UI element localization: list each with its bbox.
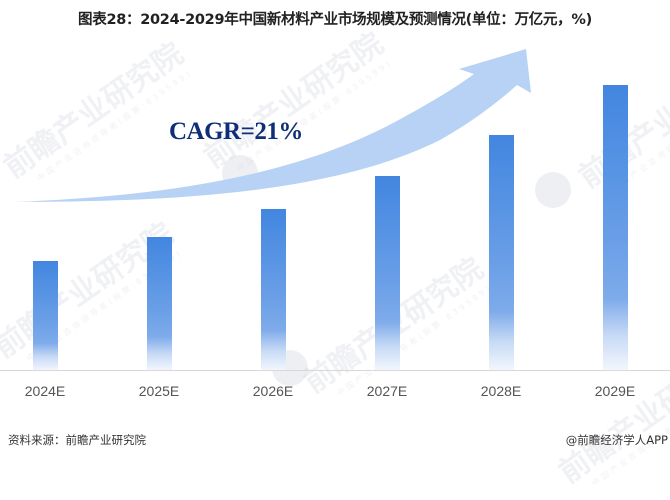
credit-note: @前瞻经济学人APP (565, 433, 668, 447)
cagr-annotation: CAGR=21% (169, 118, 303, 145)
x-tick-label: 2024E (24, 383, 66, 399)
x-tick-label: 2027E (366, 383, 408, 399)
bar-2024e (33, 261, 58, 370)
chart-title: 图表28：2024-2029年中国新材料产业市场规模及预测情况(单位：万亿元，%… (78, 12, 592, 28)
bar-2025e (147, 237, 172, 370)
bar-2026e (261, 209, 286, 370)
x-tick-label: 2025E (138, 383, 180, 399)
source-note: 资料来源：前瞻产业研究院 (8, 433, 146, 447)
bar-2029e (603, 85, 628, 370)
x-axis-line (0, 370, 670, 371)
x-tick-label: 2029E (594, 383, 636, 399)
x-tick-label: 2026E (252, 383, 294, 399)
chart-area: 前瞻产业研究院 中国产业咨询领导者(股票:839599) 前瞻产业研究院 中国产业咨… (0, 26, 670, 490)
bar-2027e (375, 176, 400, 370)
x-tick-label: 2028E (480, 383, 522, 399)
growth-arrow-icon (15, 49, 531, 202)
bar-2028e (489, 135, 514, 370)
